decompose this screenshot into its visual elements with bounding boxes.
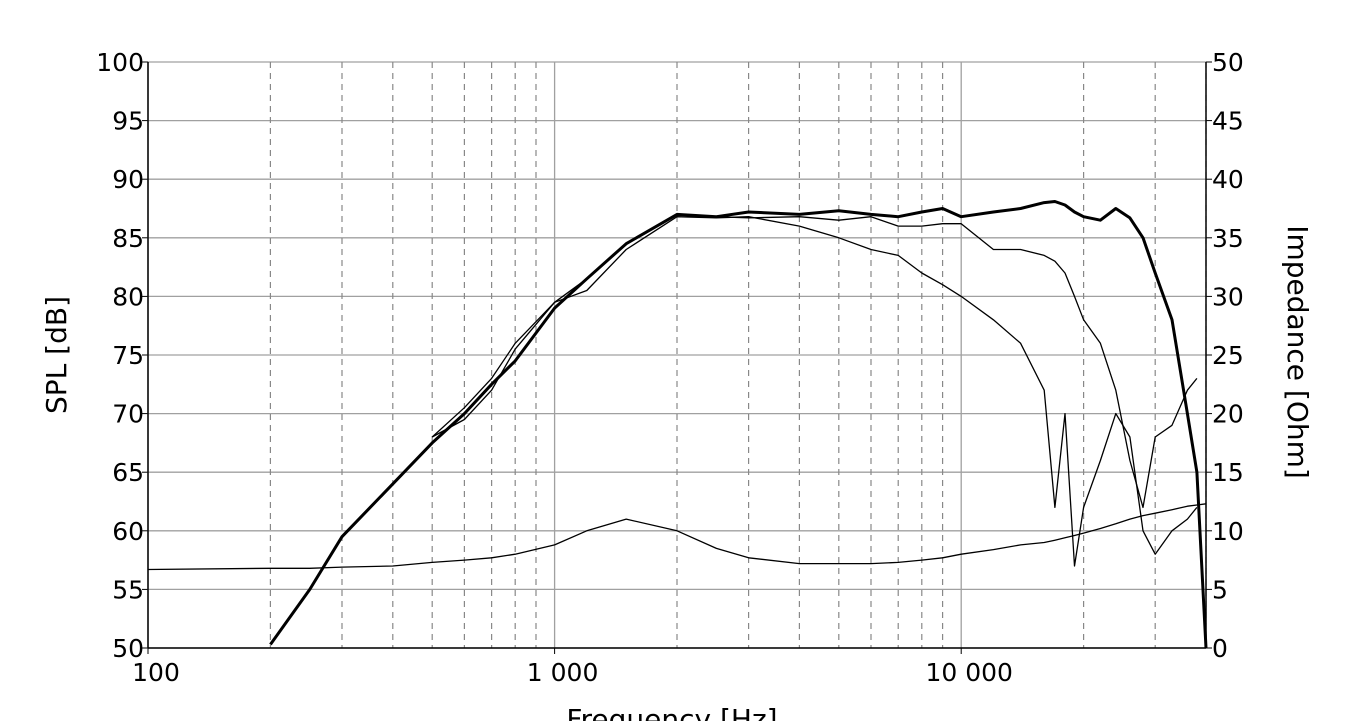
y2-tick-label: 20 xyxy=(1212,400,1244,429)
x-tick-label: 1 000 xyxy=(527,658,599,687)
y-tick-label: 85 xyxy=(112,224,144,253)
y2-tick-label: 15 xyxy=(1212,458,1244,487)
data-line xyxy=(431,213,1198,509)
y-tick-label: 100 xyxy=(96,48,144,77)
x-tick-label: 100 xyxy=(132,658,180,687)
data-line xyxy=(431,216,1198,567)
y-tick-label: 90 xyxy=(112,165,144,194)
y-tick-label: 50 xyxy=(112,634,144,663)
y2-tick-label: 5 xyxy=(1212,575,1228,604)
y2-tick-label: 35 xyxy=(1212,224,1244,253)
y2-axis-title: Impedance [Ohm] xyxy=(1281,225,1314,479)
y2-tick-label: 45 xyxy=(1212,107,1244,136)
x-tick-label: 10 000 xyxy=(925,658,1012,687)
data-line xyxy=(147,503,1207,571)
y-tick-label: 65 xyxy=(112,458,144,487)
data-line xyxy=(269,200,1208,649)
y2-tick-label: 50 xyxy=(1212,48,1244,77)
y2-tick-label: 10 xyxy=(1212,517,1244,546)
y-tick-label: 60 xyxy=(112,517,144,546)
y-tick-label: 75 xyxy=(112,341,144,370)
x-axis-title: Frequency [Hz] xyxy=(566,703,777,721)
y-tick-label: 80 xyxy=(112,282,144,311)
y2-tick-label: 25 xyxy=(1212,341,1244,370)
y-tick-label: 95 xyxy=(112,107,144,136)
y-tick-label: 55 xyxy=(112,575,144,604)
y2-tick-label: 30 xyxy=(1212,282,1244,311)
y-tick-label: 70 xyxy=(112,400,144,429)
y-axis-title: SPL [dB] xyxy=(40,296,73,414)
y2-tick-label: 40 xyxy=(1212,165,1244,194)
y2-tick-label: 0 xyxy=(1212,634,1228,663)
